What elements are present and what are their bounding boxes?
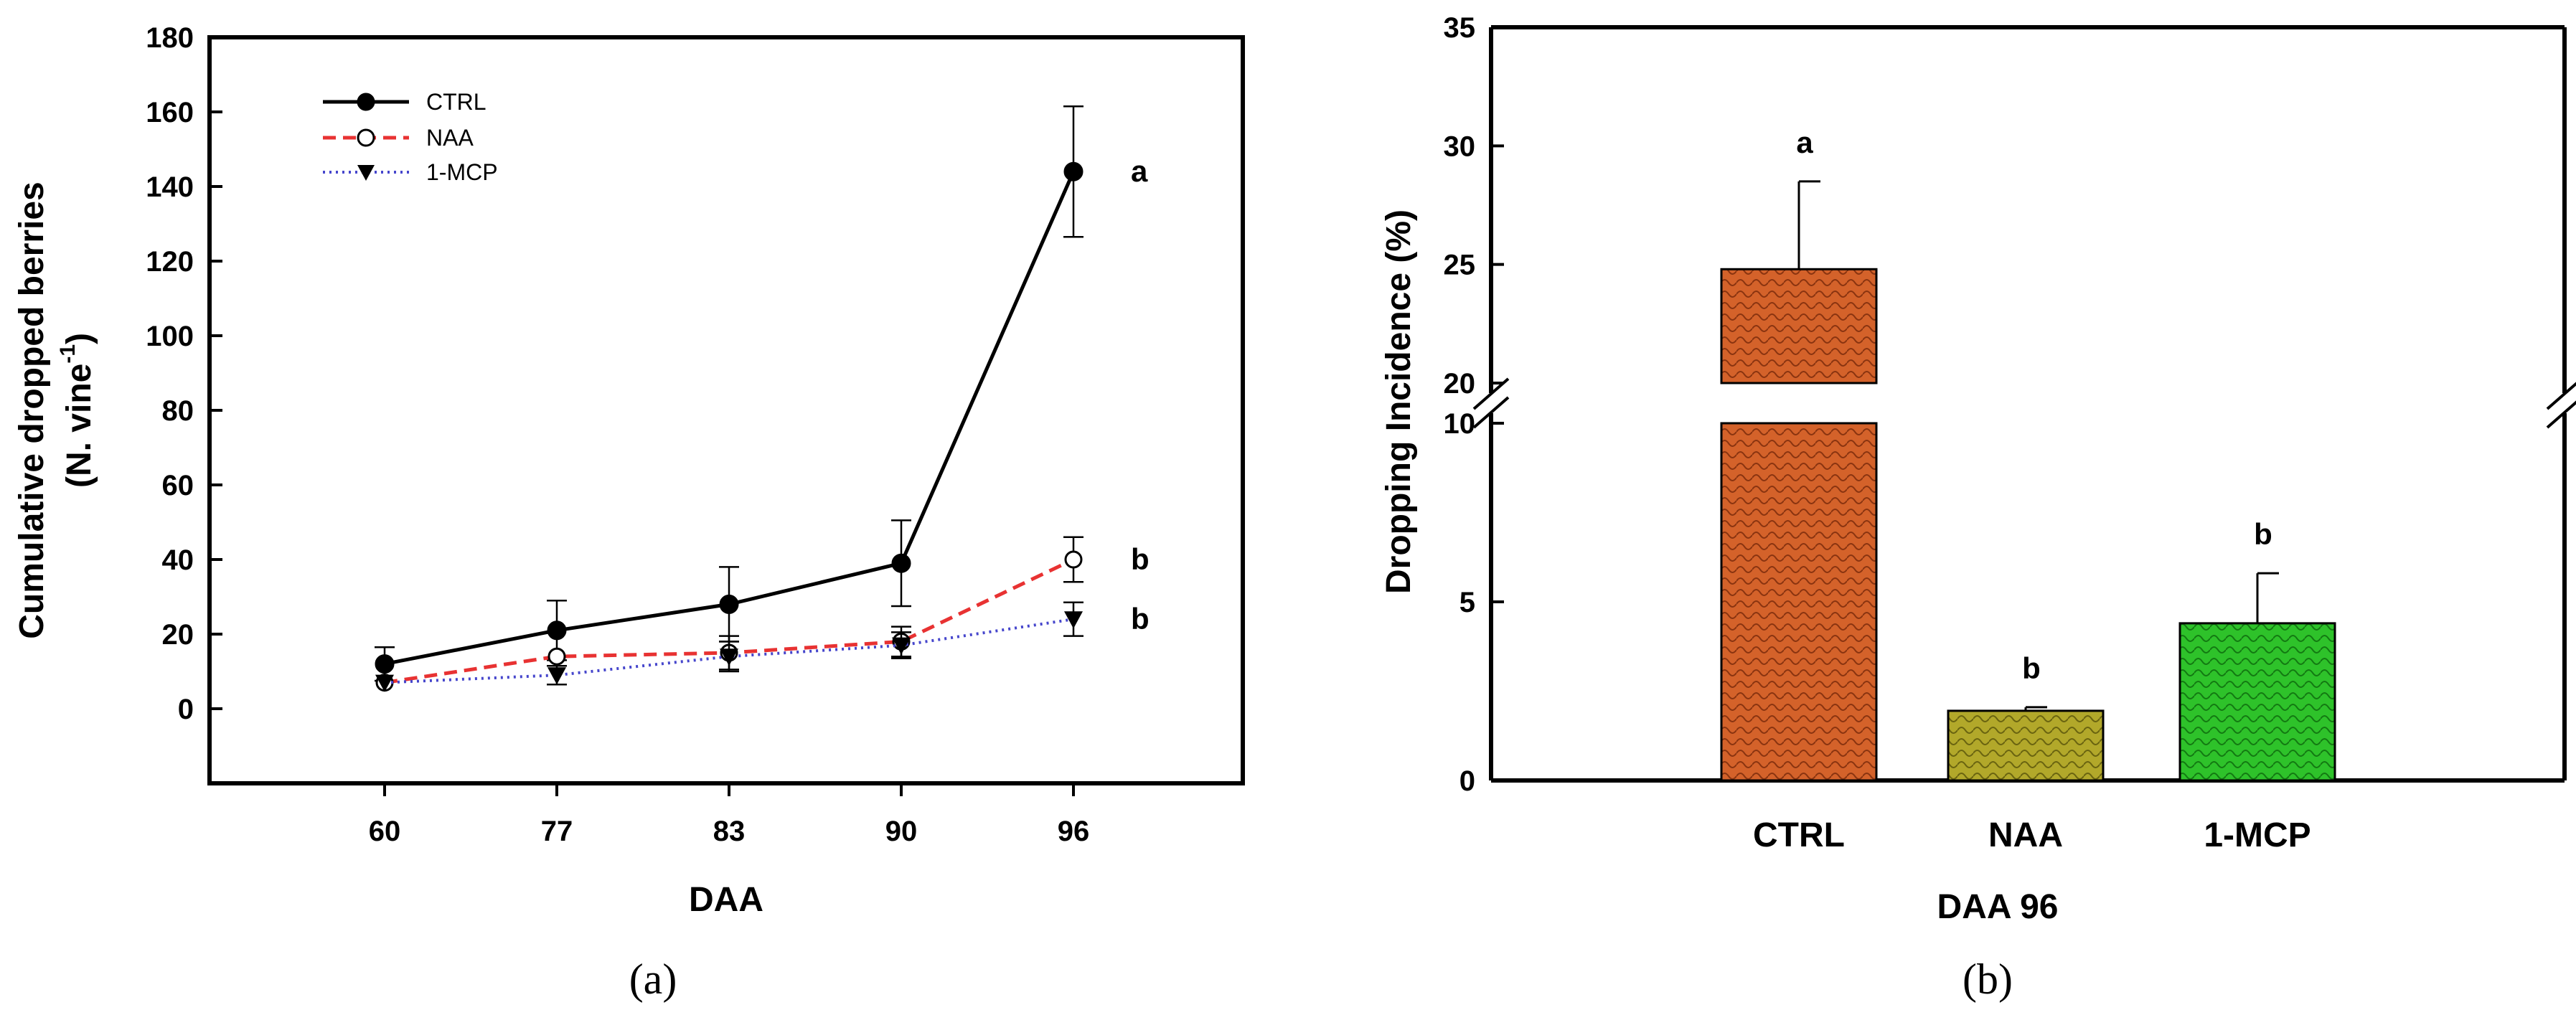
axis-break-mark-right-lower [2546,400,2576,429]
series-1-mcp [375,601,1083,692]
panel-a-x-ticks: 60 77 83 90 96 [369,783,1090,847]
panel-b-x-axis-title: DAA 96 [1937,888,2059,926]
legend-marker-naa [357,128,375,147]
line-1-mcp [384,618,1074,684]
bar-ctrl-lower [1720,422,1878,782]
legend-marker-1mcp [357,165,375,181]
y-tick-label-20: 20 [162,619,194,651]
bar-naa [1947,709,2105,782]
panel-b-y-ticks: 0 5 10 20 25 30 35 [1444,12,1504,797]
y-tick-label-25: 25 [1444,250,1476,281]
significance-letter-naa: b [2022,651,2041,685]
point-ctrl-96 [1063,161,1083,181]
panel-b-label: (b) [1962,955,2013,1003]
panel-a-y-ticks: 0 20 40 60 80 100 120 140 160 180 [146,22,222,725]
y-tick-label-140: 140 [146,171,194,203]
panel-a-label: (a) [629,955,677,1003]
bar-1-mcp [2178,622,2336,782]
y-tick-label-180: 180 [146,22,194,54]
y-tick-label-5: 5 [1459,587,1475,618]
y-tick-label-30: 30 [1444,131,1476,162]
y-tick-label-120: 120 [146,246,194,278]
y-tick-label-0: 0 [1459,765,1475,797]
significance-letter-ctrl: a [1796,126,1813,159]
y-tick-label-35: 35 [1444,12,1476,44]
legend-marker-ctrl [357,93,375,111]
point-naa-96 [1064,550,1083,569]
panel-a-legend: CTRL NAA 1-MCP [323,89,498,185]
y-tick-label-20: 20 [1444,368,1476,400]
panel-b-significance-letters: a b b [1796,126,2272,685]
panel-a-significance-letters: a bb [1131,154,1150,636]
point-1-mcp-90 [892,637,911,655]
point-ctrl-83 [719,594,739,614]
y-tick-label-60: 60 [162,470,194,501]
axis-break-mark-left-lower [1472,396,1510,429]
y-tick-label-100: 100 [146,321,194,352]
point-ctrl-60 [375,654,395,674]
legend-label-ctrl: CTRL [426,89,486,115]
x-tick-label-77: 77 [541,816,573,847]
x-tick-label-naa: NAA [1988,816,2063,854]
bar-ctrl-upper [1720,268,1878,384]
panel-b-x-ticks: CTRL NAA 1-MCP [1753,816,2311,854]
x-tick-label-83: 83 [713,816,746,847]
panel-a-series [375,105,1083,692]
significance-letter-naa: b [1131,542,1150,576]
axis-break-mark-right-upper [2546,382,2576,410]
panel-a-y-axis-unit: (N. vine-1) [56,333,98,488]
y-tick-label-160: 160 [146,97,194,128]
point-ctrl-77 [547,620,567,641]
significance-letter-1-mcp: b [1131,602,1150,636]
y-tick-label-10: 10 [1444,408,1476,440]
legend-label-1mcp: 1-MCP [426,159,498,185]
significance-letter-1-mcp: b [2254,517,2272,551]
panel-b-bar-chart: 0 5 10 20 25 30 35 CTRL NAA 1-MCP a b b DAA 96 Dro… [1380,12,2576,1003]
point-naa-77 [547,647,566,666]
panel-a-y-axis-title: Cumulative dropped berries [13,181,51,638]
y-tick-label-80: 80 [162,395,194,427]
y-tick-label-40: 40 [162,544,194,576]
y-tick-label-0: 0 [178,694,194,725]
series-ctrl [375,105,1083,682]
panel-b-bars [1720,180,2336,782]
x-tick-label-60: 60 [369,816,401,847]
x-tick-label-1-mcp: 1-MCP [2204,816,2311,854]
point-ctrl-90 [891,553,911,573]
legend-label-naa: NAA [426,125,474,151]
x-tick-label-90: 90 [885,816,918,847]
panel-a-x-axis-title: DAA [689,881,763,919]
significance-letter-ctrl: a [1131,154,1148,188]
point-1-mcp-96 [1064,611,1083,629]
x-tick-label-ctrl: CTRL [1753,816,1845,854]
x-tick-label-96: 96 [1058,816,1090,847]
panel-b-y-axis-title: Dropping Incidence (%) [1380,209,1418,594]
point-1-mcp-77 [547,667,566,685]
point-1-mcp-60 [375,674,394,692]
point-1-mcp-83 [720,648,738,666]
